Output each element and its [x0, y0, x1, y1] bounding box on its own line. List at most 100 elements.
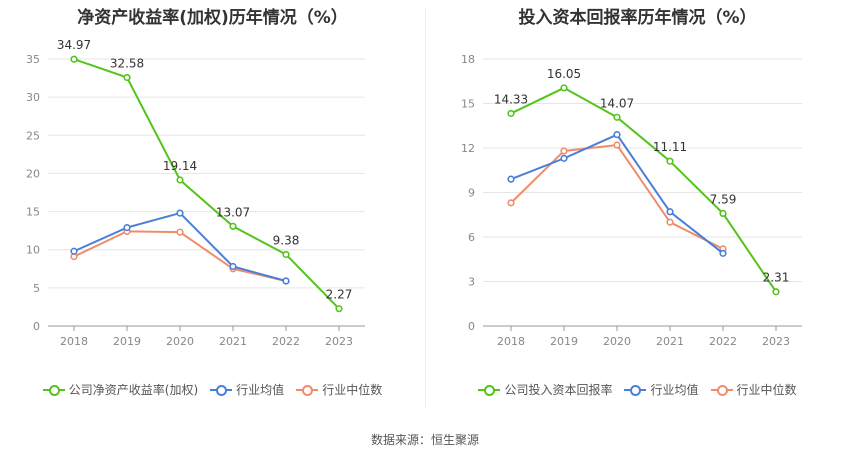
data-point	[613, 141, 621, 149]
data-point	[176, 209, 184, 217]
data-label: 11.11	[653, 140, 687, 154]
chart-title: 投入资本回报率历年情况（%）	[518, 8, 757, 28]
data-point	[335, 305, 343, 313]
y-tick-label: 9	[468, 187, 475, 200]
data-point	[229, 222, 237, 230]
legend-swatch	[210, 384, 233, 396]
data-point	[613, 113, 621, 121]
y-tick-label: 0	[33, 320, 40, 333]
x-tick-label: 2023	[325, 335, 353, 348]
x-tick-label: 2022	[272, 335, 300, 348]
data-point	[123, 223, 131, 232]
legend-swatch	[710, 384, 733, 396]
legend-item[interactable]: 行业均值	[210, 381, 284, 398]
legend-swatch	[624, 384, 647, 396]
series-line	[510, 133, 724, 255]
roe-chart-panel: 净资产收益率(加权)历年情况（%） 0 5 10 15 20 25 30 35 2018 2019…	[0, 0, 425, 410]
data-point	[560, 84, 568, 92]
legend-swatch	[296, 384, 319, 396]
legend-label: 行业中位数	[322, 383, 383, 397]
legend-label: 行业中位数	[736, 383, 797, 397]
data-source-note: 数据来源：恒生聚源	[370, 433, 479, 447]
series-line	[73, 58, 340, 310]
x-tick-label: 2022	[709, 335, 737, 348]
data-point	[772, 288, 780, 296]
chart-title: 净资产收益率(加权)历年情况（%）	[77, 8, 348, 28]
data-label: 14.07	[600, 96, 634, 110]
x-tick-label: 2023	[762, 335, 790, 348]
chart-legend: 公司净资产收益率(加权) 行业均值 行业中位数	[0, 381, 425, 398]
data-point	[282, 277, 290, 285]
y-tick-label: 12	[461, 142, 475, 155]
legend-item[interactable]: 公司投入资本回报率	[478, 381, 612, 398]
roic-chart-panel: 投入资本回报率历年情况（%） 0 3 6 9 12 15 18 2018 2019 2020 202…	[425, 0, 850, 410]
x-tick-label: 2021	[656, 335, 684, 348]
x-tick-label: 2018	[60, 335, 88, 348]
y-tick-label: 6	[468, 231, 475, 244]
series-line	[73, 211, 287, 282]
data-label: 32.58	[110, 56, 144, 70]
data-point	[176, 228, 184, 236]
data-point	[507, 199, 515, 207]
data-point	[229, 262, 237, 271]
x-tick-label: 2021	[219, 335, 247, 348]
x-tick-label: 2019	[113, 335, 141, 348]
legend-label: 行业均值	[236, 383, 285, 397]
x-tick-label: 2020	[166, 335, 194, 348]
y-tick-label: 0	[468, 320, 475, 333]
data-point	[70, 55, 78, 63]
data-point	[560, 147, 568, 155]
y-tick-label: 3	[468, 276, 475, 289]
data-point	[560, 154, 568, 162]
data-point	[719, 209, 727, 218]
data-label: 2.27	[326, 288, 353, 302]
data-point	[719, 249, 727, 257]
x-tick-label: 2019	[550, 335, 578, 348]
data-label: 14.33	[494, 92, 528, 106]
y-tick-label: 15	[461, 98, 475, 111]
data-point	[123, 73, 131, 82]
data-label: 13.07	[216, 205, 250, 219]
data-label: 19.14	[163, 159, 197, 173]
data-label: 9.38	[273, 233, 300, 247]
legend-label: 公司净资产收益率(加权)	[68, 383, 199, 397]
y-tick-label: 18	[461, 53, 475, 66]
y-tick-label: 25	[26, 129, 40, 142]
data-point	[666, 218, 674, 226]
panel-divider	[425, 8, 426, 408]
y-tick-label: 30	[26, 91, 40, 104]
data-point	[507, 109, 515, 118]
y-tick-label: 5	[33, 282, 40, 295]
data-point	[70, 247, 78, 255]
y-tick-label: 10	[26, 244, 40, 257]
roe-line-chart: 0 5 10 15 20 25 30 35 2018 2019 2020 2021 2022 2023 34…	[26, 38, 365, 348]
legend-item[interactable]: 行业中位数	[710, 381, 797, 398]
data-point	[666, 208, 674, 216]
data-point	[666, 157, 674, 165]
series-line	[510, 143, 724, 250]
data-point	[507, 175, 515, 183]
y-tick-label: 15	[26, 206, 40, 219]
data-point	[282, 250, 290, 259]
legend-swatch	[478, 384, 501, 396]
x-tick-label: 2020	[603, 335, 631, 348]
data-point	[176, 176, 184, 184]
data-label: 7.59	[710, 192, 737, 206]
data-label: 16.05	[547, 67, 581, 81]
chart-legend: 公司投入资本回报率 行业均值 行业中位数	[425, 381, 850, 398]
y-tick-label: 20	[26, 167, 40, 180]
legend-swatch	[42, 384, 65, 396]
series-line	[510, 86, 777, 293]
roic-line-chart: 0 3 6 9 12 15 18 2018 2019 2020 2021 2022 2023 14.33 1…	[461, 53, 802, 348]
legend-label: 公司投入资本回报率	[504, 383, 613, 397]
series-line	[73, 230, 287, 282]
legend-item[interactable]: 公司净资产收益率(加权)	[42, 381, 199, 398]
y-tick-label: 35	[26, 53, 40, 66]
legend-item[interactable]: 行业中位数	[296, 381, 382, 398]
x-tick-label: 2018	[497, 335, 525, 348]
data-point	[613, 131, 621, 139]
data-label: 2.31	[763, 271, 790, 285]
legend-item[interactable]: 行业均值	[624, 381, 699, 398]
legend-label: 行业均值	[650, 383, 699, 397]
data-label: 34.97	[57, 38, 91, 52]
